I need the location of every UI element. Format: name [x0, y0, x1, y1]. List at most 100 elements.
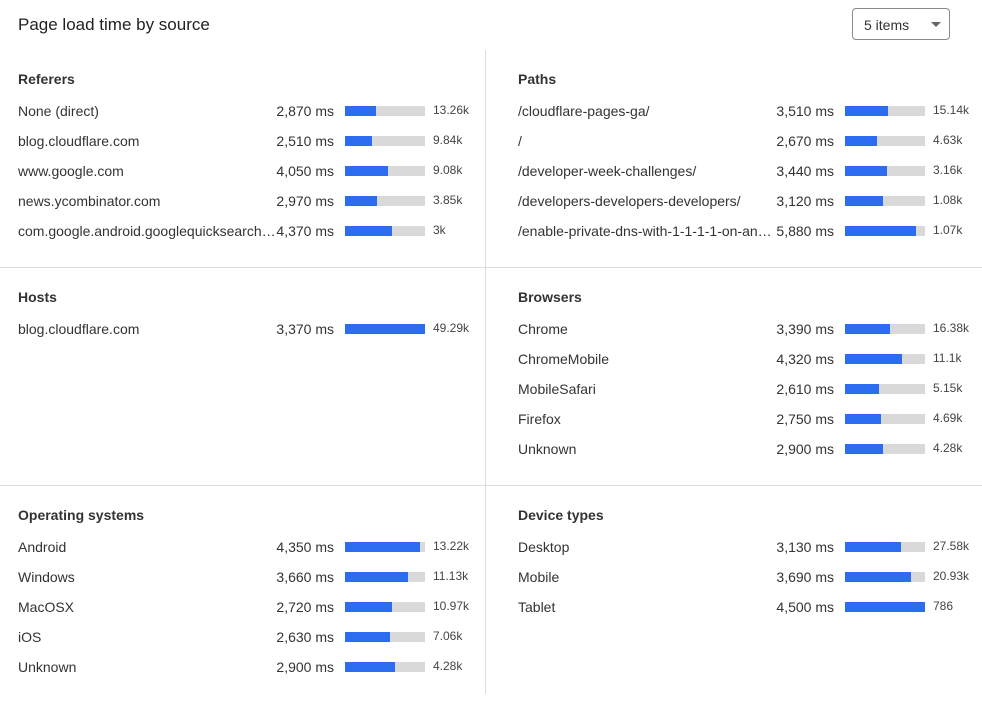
- list-item: Unknown 2,900 ms 4.28k: [500, 439, 982, 459]
- item-label: Firefox: [518, 411, 561, 427]
- load-time-bar-fill: [345, 196, 377, 206]
- load-time: 2,750 ms: [776, 411, 834, 427]
- load-time-bar-fill: [345, 226, 393, 236]
- load-time: 3,390 ms: [776, 321, 834, 337]
- list-item: /developer-week-challenges/ 3,440 ms 3.1…: [500, 161, 982, 181]
- load-time-bar: [345, 632, 425, 642]
- list-item: blog.cloudflare.com 2,510 ms 9.84k: [0, 131, 482, 151]
- item-label: /developers-developers-developers/: [518, 193, 741, 209]
- list-item: Unknown 2,900 ms 4.28k: [0, 657, 482, 677]
- list-item: None (direct) 2,870 ms 13.26k: [0, 101, 482, 121]
- item-label: MacOSX: [18, 599, 75, 615]
- column-divider: [485, 50, 486, 694]
- load-time-bar: [345, 136, 425, 146]
- load-time: 3,440 ms: [776, 163, 834, 179]
- item-label: Windows: [18, 569, 75, 585]
- load-time-bar: [845, 384, 925, 394]
- load-time-bar-fill: [345, 136, 373, 146]
- load-time-bar-fill: [845, 196, 883, 206]
- load-time-bar-fill: [345, 542, 421, 552]
- item-label: blog.cloudflare.com: [18, 133, 140, 149]
- request-count: 15.14k: [933, 103, 970, 117]
- row-divider: [0, 267, 982, 268]
- panel-title: Hosts: [18, 289, 57, 305]
- item-label: Unknown: [18, 659, 77, 675]
- load-time-bar-fill: [845, 414, 881, 424]
- panel-title: Referers: [18, 71, 75, 87]
- item-label: None (direct): [18, 103, 99, 119]
- load-time-bar-fill: [345, 106, 377, 116]
- load-time: 2,900 ms: [776, 441, 834, 457]
- panel-device-types: Device types Desktop 3,130 ms 27.58k Mob…: [500, 486, 982, 702]
- request-count: 27.58k: [933, 539, 970, 553]
- load-time-bar-fill: [345, 166, 389, 176]
- list-item: Mobile 3,690 ms 20.93k: [500, 567, 982, 587]
- load-time-bar-fill: [845, 354, 902, 364]
- load-time: 4,050 ms: [276, 163, 334, 179]
- request-count: 3.85k: [433, 193, 463, 207]
- request-count: 3.16k: [933, 163, 963, 177]
- request-count: 10.97k: [433, 599, 470, 613]
- item-label: blog.cloudflare.com: [18, 321, 140, 337]
- load-time: 3,120 ms: [776, 193, 834, 209]
- load-time-bar: [845, 572, 925, 582]
- list-item: Desktop 3,130 ms 27.58k: [500, 537, 982, 557]
- item-label: Tablet: [518, 599, 556, 615]
- request-count: 4.28k: [433, 659, 463, 673]
- request-count: 4.63k: [933, 133, 963, 147]
- load-time-bar: [345, 542, 425, 552]
- load-time: 3,130 ms: [776, 539, 834, 555]
- load-time-bar: [345, 602, 425, 612]
- request-count: 13.26k: [433, 103, 470, 117]
- request-count: 20.93k: [933, 569, 970, 583]
- request-count: 16.38k: [933, 321, 970, 335]
- load-time-bar: [845, 602, 925, 612]
- load-time: 2,720 ms: [276, 599, 334, 615]
- item-label: Mobile: [518, 569, 560, 585]
- load-time-bar-fill: [845, 324, 890, 334]
- load-time-bar-fill: [345, 602, 393, 612]
- request-count: 4.69k: [933, 411, 963, 425]
- load-time: 3,690 ms: [776, 569, 834, 585]
- load-time-bar-fill: [345, 662, 396, 672]
- load-time-bar-fill: [845, 226, 917, 236]
- load-time-bar-fill: [845, 106, 889, 116]
- request-count: 1.07k: [933, 223, 963, 237]
- load-time-bar: [345, 166, 425, 176]
- load-time-bar-fill: [845, 136, 877, 146]
- item-label: MobileSafari: [518, 381, 596, 397]
- load-time: 3,370 ms: [276, 321, 334, 337]
- load-time-bar-fill: [345, 324, 425, 334]
- load-time-bar: [345, 106, 425, 116]
- load-time: 2,900 ms: [276, 659, 334, 675]
- items-count-select[interactable]: 5 items: [852, 8, 950, 40]
- items-count-value: 5 items: [864, 17, 910, 33]
- list-item: Android 4,350 ms 13.22k: [0, 537, 482, 557]
- load-time: 2,610 ms: [776, 381, 834, 397]
- load-time-bar: [345, 226, 425, 236]
- load-time: 2,870 ms: [276, 103, 334, 119]
- load-time-bar-fill: [845, 542, 901, 552]
- load-time-bar-fill: [845, 444, 884, 454]
- load-time: 4,500 ms: [776, 599, 834, 615]
- load-time-bar: [845, 542, 925, 552]
- load-time-bar: [845, 414, 925, 424]
- request-count: 7.06k: [433, 629, 463, 643]
- load-time-bar: [345, 662, 425, 672]
- panel-operating-systems: Operating systems Android 4,350 ms 13.22…: [0, 486, 482, 702]
- item-label: /enable-private-dns-with-1-1-1-1-on-andr…: [518, 223, 776, 239]
- chevron-down-icon: [931, 22, 941, 27]
- load-time-bar: [845, 324, 925, 334]
- load-time-bar-fill: [845, 572, 912, 582]
- panel-title: Operating systems: [18, 507, 145, 523]
- list-item: Chrome 3,390 ms 16.38k: [500, 319, 982, 339]
- list-item: blog.cloudflare.com 3,370 ms 49.29k: [0, 319, 482, 339]
- item-label: Chrome: [518, 321, 568, 337]
- item-label: www.google.com: [18, 163, 124, 179]
- load-time-bar: [845, 166, 925, 176]
- list-item: news.ycombinator.com 2,970 ms 3.85k: [0, 191, 482, 211]
- load-time-bar: [345, 196, 425, 206]
- load-time-bar: [345, 572, 425, 582]
- list-item: /cloudflare-pages-ga/ 3,510 ms 15.14k: [500, 101, 982, 121]
- list-item: com.google.android.googlequicksearchbox …: [0, 221, 482, 241]
